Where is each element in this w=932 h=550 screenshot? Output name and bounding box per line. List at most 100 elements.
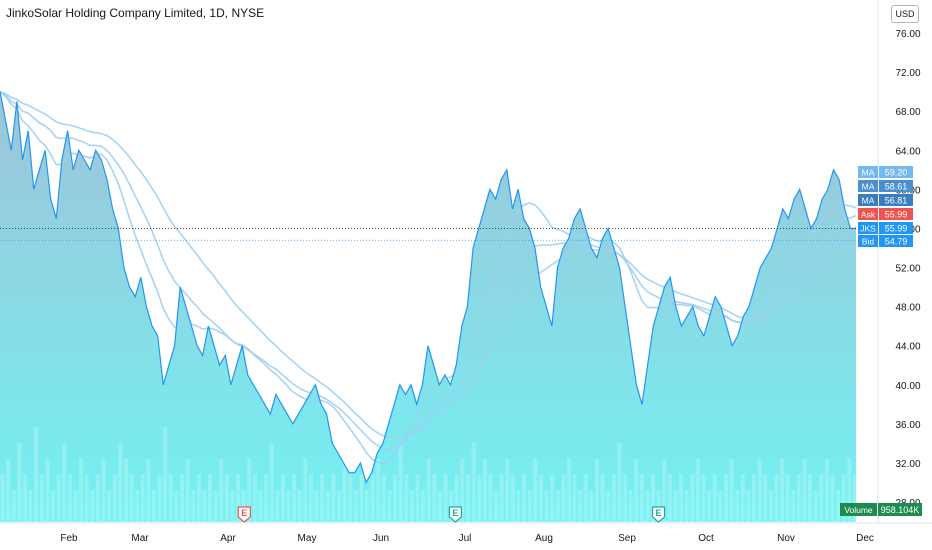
volume-bar: [107, 490, 112, 522]
volume-bar: [757, 458, 762, 522]
volume-bar: [471, 442, 476, 522]
price-label-tag: JKS 55.99: [858, 222, 913, 234]
volume-bar: [443, 474, 448, 522]
x-tick-label: Jul: [459, 533, 472, 544]
volume-bar: [634, 458, 639, 522]
volume-bar: [639, 474, 644, 522]
volume-bar: [123, 458, 128, 522]
volume-bar: [168, 474, 173, 522]
volume-bar: [45, 458, 50, 522]
volume-bar: [275, 490, 280, 522]
volume-bar: [718, 490, 723, 522]
volume-bar: [146, 458, 151, 522]
volume-bar: [213, 490, 218, 522]
volume-bar: [460, 458, 465, 522]
volume-bar: [95, 474, 100, 522]
volume-bar: [140, 474, 145, 522]
price-label-tag: Ask 55.99: [858, 208, 913, 220]
volume-bar: [482, 458, 487, 522]
volume-bar: [824, 458, 829, 522]
price-label-tag: MA 59.20: [858, 166, 913, 178]
volume-bar: [39, 474, 44, 522]
volume-bar: [780, 458, 785, 522]
y-tick-label: 40.00: [895, 381, 920, 392]
volume-bar: [135, 490, 140, 522]
volume-bar: [297, 490, 302, 522]
volume-bar: [353, 490, 358, 522]
y-tick-label: 76.00: [895, 29, 920, 40]
volume-bar: [735, 490, 740, 522]
volume-bar: [522, 474, 527, 522]
volume-bar: [163, 427, 168, 522]
earnings-marker-label: E: [452, 508, 458, 518]
volume-bar: [252, 474, 257, 522]
volume-bar: [196, 474, 201, 522]
y-tick-label: 48.00: [895, 303, 920, 314]
price-label-name: MA: [862, 196, 875, 206]
volume-bar: [836, 490, 841, 522]
volume-bar: [583, 474, 588, 522]
volume-bar: [808, 474, 813, 522]
price-label-name: MA: [862, 168, 875, 178]
volume-bar: [477, 474, 482, 522]
price-label-name: Bid: [862, 237, 875, 247]
currency-button[interactable]: USD: [891, 5, 919, 23]
earnings-marker-label: E: [241, 508, 247, 518]
volume-bar: [628, 490, 633, 522]
volume-bar: [101, 458, 106, 522]
volume-bar: [230, 490, 235, 522]
volume-bar: [606, 490, 611, 522]
volume-bar: [667, 474, 672, 522]
volume-bar: [645, 490, 650, 522]
volume-bar: [505, 458, 510, 522]
volume-bar: [813, 490, 818, 522]
x-tick-label: May: [298, 533, 317, 544]
volume-bar: [191, 490, 196, 522]
price-line: [0, 91, 857, 485]
volume-bar: [426, 458, 431, 522]
volume-bar: [550, 474, 555, 522]
volume-bar: [79, 458, 84, 522]
volume-bar: [561, 474, 566, 522]
volume-bar: [180, 474, 185, 522]
price-label-value: 58.61: [885, 182, 908, 192]
volume-bar: [224, 474, 229, 522]
x-tick-label: Oct: [698, 533, 714, 544]
volume-bar: [847, 458, 852, 522]
volume-bar: [555, 490, 560, 522]
volume-bar: [337, 490, 342, 522]
volume-bar: [11, 490, 16, 522]
volume-bar: [572, 474, 577, 522]
volume-bar: [84, 474, 89, 522]
volume-bar: [247, 458, 252, 522]
volume-bar: [454, 474, 459, 522]
y-tick-label: 32.00: [895, 459, 920, 470]
volume-bar: [544, 490, 549, 522]
volume-bar: [690, 474, 695, 522]
volume-bar: [656, 490, 661, 522]
volume-bar: [6, 458, 11, 522]
volume-bar: [752, 474, 757, 522]
volume-bar: [611, 474, 616, 522]
volume-label-value: 958.104K: [881, 505, 920, 515]
volume-bar: [202, 490, 207, 522]
volume-bar: [258, 490, 263, 522]
volume-bar: [90, 490, 95, 522]
volume-bar: [510, 474, 515, 522]
volume-bar: [516, 490, 521, 522]
volume-bar: [841, 474, 846, 522]
volume-bar: [348, 474, 353, 522]
volume-bar: [62, 442, 67, 522]
volume-bar: [617, 442, 622, 522]
volume-bar: [118, 442, 123, 522]
volume-bar: [538, 474, 543, 522]
volume-bar: [129, 474, 134, 522]
earnings-marker-icon: E: [651, 506, 666, 523]
volume-bar: [763, 474, 768, 522]
volume-bar: [56, 474, 61, 522]
earnings-marker-icon: E: [448, 506, 462, 523]
volume-bar: [28, 490, 33, 522]
price-label-value: 54.79: [885, 237, 908, 247]
volume-bar: [404, 474, 409, 522]
